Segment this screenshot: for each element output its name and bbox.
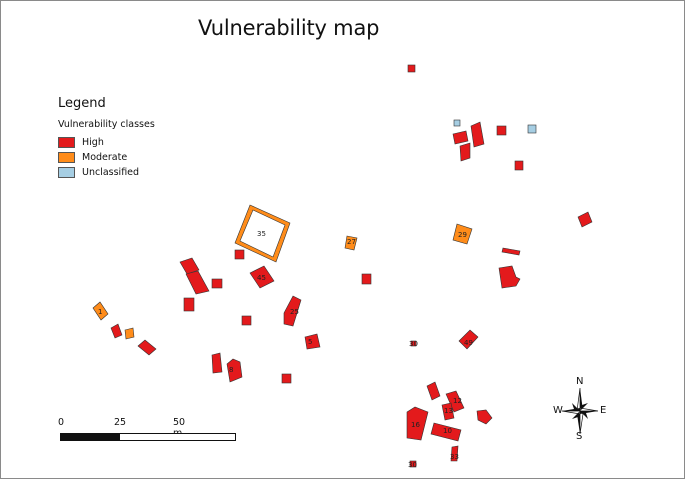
legend-item-high: High: [58, 135, 155, 149]
building-high: [234, 249, 245, 260]
building-high: [496, 125, 507, 136]
legend-swatch-unclassified: [58, 166, 75, 178]
building-high: [137, 339, 157, 356]
label-13: 13: [444, 407, 453, 415]
buildings-unclassified: [453, 119, 537, 134]
label-30a: 30: [409, 340, 418, 348]
scale-label-0: 0: [58, 417, 65, 428]
building-unclassified: [527, 124, 537, 134]
label-29: 29: [458, 231, 467, 239]
building-high: [498, 265, 521, 289]
building-high: [185, 270, 210, 295]
building-high: [241, 315, 252, 326]
legend: Legend Vulnerability classes High Modera…: [58, 96, 155, 180]
building-high: [226, 358, 243, 383]
buildings-moderate: [92, 204, 473, 340]
building-high: [409, 460, 417, 468]
building-high: [410, 340, 417, 347]
legend-swatch-high: [58, 136, 75, 148]
building-moderate: [92, 301, 109, 321]
building-moderate: [452, 223, 473, 245]
building-high: [211, 278, 223, 289]
building-high: [452, 130, 469, 145]
building-high: [430, 422, 462, 442]
building-high: [426, 381, 441, 401]
building-moderate: [344, 235, 358, 251]
building-high: [179, 257, 200, 275]
label-1: 1: [98, 308, 102, 316]
buildings-high: [110, 64, 593, 468]
scale-track: [60, 433, 236, 441]
building-high: [458, 329, 479, 350]
legend-subtitle: Vulnerability classes: [58, 119, 155, 130]
building-moderate-35: [234, 204, 291, 263]
legend-item-unclassified: Unclassified: [58, 165, 155, 179]
label-49: 49: [464, 339, 473, 347]
north-arrow: N S W E: [548, 376, 618, 444]
building-high: [361, 273, 372, 285]
building-high: [476, 409, 493, 425]
building-high: [470, 121, 485, 148]
label-16: 16: [411, 421, 420, 429]
building-unclassified: [453, 119, 461, 127]
label-33: 33: [450, 453, 459, 461]
legend-label-high: High: [82, 136, 104, 148]
building-high: [281, 373, 292, 384]
label-35: 35: [257, 230, 266, 238]
label-8: 8: [229, 366, 233, 374]
compass-n: N: [576, 376, 584, 387]
compass-w: W: [553, 405, 563, 416]
legend-label-unclassified: Unclassified: [82, 166, 140, 178]
building-high: [501, 247, 521, 256]
feature-labels: 35 27 29 45 30 30 49 16 10 12 13 33 8 25…: [98, 230, 473, 469]
building-high: [183, 297, 195, 312]
building-high: [249, 265, 275, 289]
compass-s: S: [576, 431, 583, 442]
building-moderate: [124, 327, 135, 340]
compass-rose-icon: [561, 387, 599, 435]
label-12: 12: [453, 397, 462, 405]
building-high: [441, 402, 455, 421]
legend-swatch-moderate: [58, 151, 75, 163]
label-30b: 30: [408, 461, 417, 469]
label-27: 27: [347, 238, 356, 246]
label-45: 45: [257, 274, 266, 282]
compass-e: E: [600, 405, 607, 416]
building-high: [283, 295, 302, 327]
building-high: [211, 352, 223, 374]
legend-item-moderate: Moderate: [58, 150, 155, 164]
scale-label-25: 25: [114, 417, 127, 428]
label-5: 5: [308, 338, 312, 346]
scale-fill: [61, 434, 120, 440]
building-high: [514, 160, 524, 171]
map-title: Vulnerability map: [198, 16, 380, 40]
legend-label-moderate: Moderate: [82, 151, 128, 163]
legend-title: Legend: [58, 96, 106, 111]
label-25: 25: [290, 308, 299, 316]
building-high: [450, 445, 459, 462]
building-high: [459, 142, 471, 162]
building-high: [406, 406, 429, 441]
building-high: [577, 211, 593, 228]
building-high: [304, 333, 321, 350]
label-10: 10: [443, 427, 452, 435]
building-high: [407, 64, 416, 73]
building-high: [110, 323, 123, 339]
